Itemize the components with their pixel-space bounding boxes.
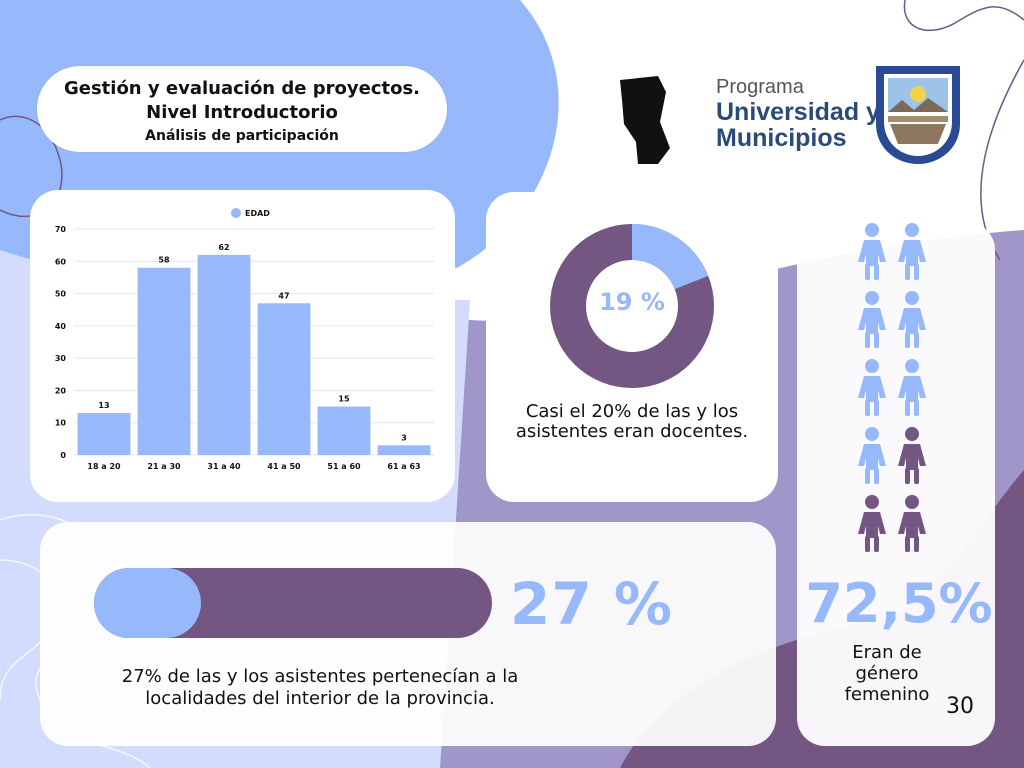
x-tick-label: 51 a 60 xyxy=(327,462,361,471)
legend-label: EDAD xyxy=(245,209,270,218)
bar-value-label: 13 xyxy=(98,401,109,410)
y-tick-label: 60 xyxy=(55,257,67,266)
bar-value-label: 47 xyxy=(278,291,289,300)
bar xyxy=(377,445,431,455)
bar-value-label: 58 xyxy=(158,256,170,265)
gender-caption: Eran de género femenino xyxy=(844,642,930,705)
teachers-caption: Casi el 20% de las y los asistentes eran… xyxy=(515,401,749,442)
title-line-3: Análisis de participación xyxy=(145,128,339,144)
donut-segment xyxy=(631,224,709,290)
interior-progress-bar xyxy=(94,568,492,638)
teachers-percentage: 19 % xyxy=(599,288,665,316)
chart-legend: EDAD xyxy=(231,208,270,218)
age-bar-chart: EDAD 0 10 20 30 40 50 60 70 13 58 62 47 15 3 18 a 20… xyxy=(55,208,434,471)
age-chart-card: EDAD 0 10 20 30 40 50 60 70 13 58 62 47 15 3 18 a 20… xyxy=(30,190,455,502)
woman-icon xyxy=(898,291,926,348)
teachers-card: 19 % Casi el 20% de las y los asistentes… xyxy=(486,192,778,502)
title-line-1: Gestión y evaluación de proyectos. xyxy=(63,78,421,99)
gender-stat: 72,5% Eran de género femenino xyxy=(797,222,995,746)
interior-progress-fill xyxy=(94,568,202,638)
logo-line-3: Municipios xyxy=(716,124,847,152)
woman-icon xyxy=(858,223,886,280)
bar xyxy=(197,254,251,455)
woman-icon xyxy=(858,427,886,484)
bar xyxy=(317,406,371,455)
teachers-donut-chart xyxy=(550,224,714,388)
interior-percentage: 27 % xyxy=(510,570,674,638)
university-shield-icon xyxy=(876,66,960,164)
legend-marker xyxy=(231,208,241,218)
woman-icon xyxy=(898,427,926,484)
program-logo-text: Programa Universidad y Municipios xyxy=(716,76,880,151)
interior-caption: 27% de las y los asistentes pertenecían … xyxy=(121,666,519,709)
interior-card: 27 % 27% de las y los asistentes pertene… xyxy=(40,522,776,746)
x-tick-label: 31 a 40 xyxy=(207,462,241,471)
y-axis-ticks: 0 10 20 30 40 50 60 70 xyxy=(55,225,67,460)
x-tick-label: 21 a 30 xyxy=(147,462,181,471)
woman-icon xyxy=(898,359,926,416)
logo-line-2: Universidad y xyxy=(716,98,880,126)
program-logo-icon xyxy=(587,57,698,174)
gender-percentage: 72,5% xyxy=(805,572,993,635)
title-card: Gestión y evaluación de proyectos. Nivel… xyxy=(37,66,447,152)
logo-line-1: Programa xyxy=(716,76,804,98)
chart-bars: 13 58 62 47 15 3 xyxy=(77,243,431,455)
x-tick-label: 61 a 63 xyxy=(387,462,420,471)
page-number: 30 xyxy=(946,694,974,719)
y-tick-label: 20 xyxy=(55,386,67,395)
bar-value-label: 3 xyxy=(401,433,407,442)
chart-grid xyxy=(74,228,434,456)
y-tick-label: 0 xyxy=(60,451,66,460)
woman-icon xyxy=(858,359,886,416)
y-tick-label: 50 xyxy=(55,290,67,299)
woman-icon xyxy=(898,495,926,552)
gender-icon-grid xyxy=(858,223,926,552)
bar-value-label: 15 xyxy=(338,395,350,404)
x-axis-labels: 18 a 20 21 a 30 31 a 40 41 a 50 51 a 60 61 a … xyxy=(87,462,420,471)
y-tick-label: 30 xyxy=(55,354,67,363)
gender-card xyxy=(797,222,995,746)
woman-icon xyxy=(858,291,886,348)
title-line-2: Nivel Introductorio xyxy=(146,102,338,123)
bar xyxy=(257,303,311,455)
x-tick-label: 18 a 20 xyxy=(87,462,121,471)
y-tick-label: 70 xyxy=(55,225,67,234)
bg-line-top-right xyxy=(903,0,1024,31)
woman-icon xyxy=(858,495,886,552)
bar xyxy=(137,267,191,455)
y-tick-label: 10 xyxy=(55,419,67,428)
bar-value-label: 62 xyxy=(218,243,229,252)
bar xyxy=(77,413,131,455)
y-tick-label: 40 xyxy=(55,322,67,331)
x-tick-label: 41 a 50 xyxy=(267,462,301,471)
woman-icon xyxy=(898,223,926,280)
